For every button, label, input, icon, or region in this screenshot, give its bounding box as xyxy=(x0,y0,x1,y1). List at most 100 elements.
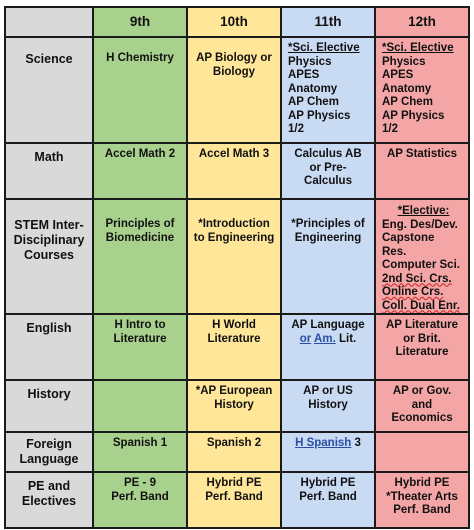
cell-foreign-g11: H Spanish 3 xyxy=(280,431,376,473)
row-label-line: Language xyxy=(19,452,79,466)
cell-line: H Intro to xyxy=(114,319,166,331)
cell-history-g12: AP or Gov. and Economics xyxy=(374,379,470,433)
corner-cell xyxy=(4,6,94,38)
cell-line: Physics xyxy=(288,55,332,68)
cell-pe-g10: Hybrid PE Perf. Band xyxy=(186,471,282,529)
cell-math-g9: Accel Math 2 xyxy=(92,142,188,200)
cell-line: Principles of xyxy=(105,218,175,230)
cell-foreign-g12 xyxy=(374,431,470,473)
cell-line: Literature xyxy=(113,332,167,345)
cell-stem-g12: *Elective: Eng. Des/Dev. Capstone Res. C… xyxy=(374,198,470,315)
cell-english-g11: AP Language or Am. Lit. xyxy=(280,313,376,381)
cell-line: Biomedicine xyxy=(105,231,175,244)
row-history: History *AP European History AP or US Hi… xyxy=(4,379,470,433)
cell-line: or Pre- xyxy=(309,161,347,174)
cell-line: Calculus AB xyxy=(294,148,362,160)
cell-history-g11: AP or US History xyxy=(280,379,376,433)
cell-line: and xyxy=(411,398,433,411)
row-label-line: STEM Inter- xyxy=(14,218,84,232)
cell-line: APES xyxy=(382,69,414,81)
cell-line: AP Literature xyxy=(385,319,458,331)
cell-science-g12: *Sci. Elective Physics APES Anatomy AP C… xyxy=(374,36,470,144)
row-label-line: PE and xyxy=(27,479,71,493)
cell-foreign-g9: Spanish 1 xyxy=(92,431,188,473)
row-label-line: Electives xyxy=(21,494,77,508)
cell-line: AP Physics xyxy=(382,109,445,122)
cell-line: Hybrid PE xyxy=(394,477,450,489)
row-english: English H Intro to Literature H World Li… xyxy=(4,313,470,381)
or-link[interactable]: or xyxy=(299,332,312,345)
cell-english-g10: H World Literature xyxy=(186,313,282,381)
cell-line: AP or US xyxy=(303,385,353,397)
cell-stem-g9: Principles of Biomedicine xyxy=(92,198,188,315)
cell-line: Biology xyxy=(212,65,256,78)
cell-line: AP Chem xyxy=(382,96,433,108)
row-label-english: English xyxy=(4,313,94,381)
cell-line: History xyxy=(308,398,348,411)
cell-line: Literature xyxy=(207,332,261,345)
cell-line: 1/2 xyxy=(288,123,304,135)
row-math: Math Accel Math 2 Accel Math 3 Calculus … xyxy=(4,142,470,200)
cell-line: *Principles of xyxy=(291,218,365,230)
cell-pe-g9: PE - 9 Perf. Band xyxy=(92,471,188,529)
cell-line: *Elective: xyxy=(397,205,450,217)
course-plan-table: 9th 10th 11th 12th Science H Chemistry A… xyxy=(4,6,470,529)
cell-english-g9: H Intro to Literature xyxy=(92,313,188,381)
cell-science-g9: H Chemistry xyxy=(92,36,188,144)
cell-line: *Sci. Elective xyxy=(288,42,360,54)
cell-science-g11: *Sci. Elective Physics APES Anatomy AP C… xyxy=(280,36,376,144)
cell-line: Literature xyxy=(395,346,449,358)
cell-math-g10: Accel Math 3 xyxy=(186,142,282,200)
cell-line: Coll. Dual Enr. xyxy=(382,299,460,312)
row-label-science: Science xyxy=(4,36,94,144)
cell-line: AP Chem xyxy=(288,96,339,108)
cell-line: Calculus xyxy=(304,175,352,187)
cell-line: APES xyxy=(288,69,320,81)
cell-stem-g11: *Principles of Engineering xyxy=(280,198,376,315)
cell-line: H World xyxy=(212,319,256,331)
row-label-math: Math xyxy=(4,142,94,200)
cell-line: Perf. Band xyxy=(299,490,357,503)
cell-line: *AP European xyxy=(195,385,273,397)
cell-line: Perf. Band xyxy=(393,504,451,516)
cell-line: AP or Gov. xyxy=(392,385,452,397)
cell-line: Computer Sci. xyxy=(382,259,460,271)
header-row: 9th 10th 11th 12th xyxy=(4,6,470,38)
cell-line: Online Crs. xyxy=(382,286,444,298)
cell-line: Anatomy xyxy=(288,82,338,95)
cell-line: Physics xyxy=(382,55,426,68)
cell-line: Perf. Band xyxy=(111,490,169,503)
cell-history-g10: *AP European History xyxy=(186,379,282,433)
cell-line: 1/2 xyxy=(382,123,398,135)
cell-line: AP Physics xyxy=(288,109,351,122)
row-label-line: Disciplinary xyxy=(13,233,85,247)
cell-english-g12: AP Literature or Brit. Literature xyxy=(374,313,470,381)
cell-line: Engineering xyxy=(294,231,362,244)
header-grade-12: 12th xyxy=(374,6,470,38)
cell-math-g12: AP Statistics xyxy=(374,142,470,200)
row-label-line: Foreign xyxy=(26,437,72,451)
cell-math-g11: Calculus AB or Pre- Calculus xyxy=(280,142,376,200)
spanish-level: 3 xyxy=(354,437,361,449)
header-grade-9: 9th xyxy=(92,6,188,38)
row-label-history: History xyxy=(4,379,94,433)
cell-pe-g12: Hybrid PE *Theater Arts Perf. Band xyxy=(374,471,470,529)
cell-line: History xyxy=(214,398,254,411)
row-label-line: Courses xyxy=(23,248,75,262)
cell-line: AP Biology or xyxy=(196,52,272,64)
cell-stem-g10: *Introduction to Engineering xyxy=(186,198,282,315)
cell-science-g10: AP Biology or Biology xyxy=(186,36,282,144)
row-label-stem: STEM Inter- Disciplinary Courses xyxy=(4,198,94,315)
cell-line: Hybrid PE xyxy=(206,477,262,489)
cell-line: Hybrid PE xyxy=(300,477,356,489)
cell-pe-g11: Hybrid PE Perf. Band xyxy=(280,471,376,529)
am-link[interactable]: Am. xyxy=(314,332,336,345)
spanish-link[interactable]: H Spanish xyxy=(295,437,352,449)
cell-line: PE - 9 xyxy=(124,477,156,489)
header-grade-11: 11th xyxy=(280,6,376,38)
cell-line: or Brit. xyxy=(403,332,441,345)
cell-line: Anatomy xyxy=(382,82,432,95)
cell-line: *Introduction xyxy=(198,218,270,230)
cell-line: AP Language xyxy=(291,319,365,331)
cell-line: Eng. Des/Dev. xyxy=(382,218,458,231)
